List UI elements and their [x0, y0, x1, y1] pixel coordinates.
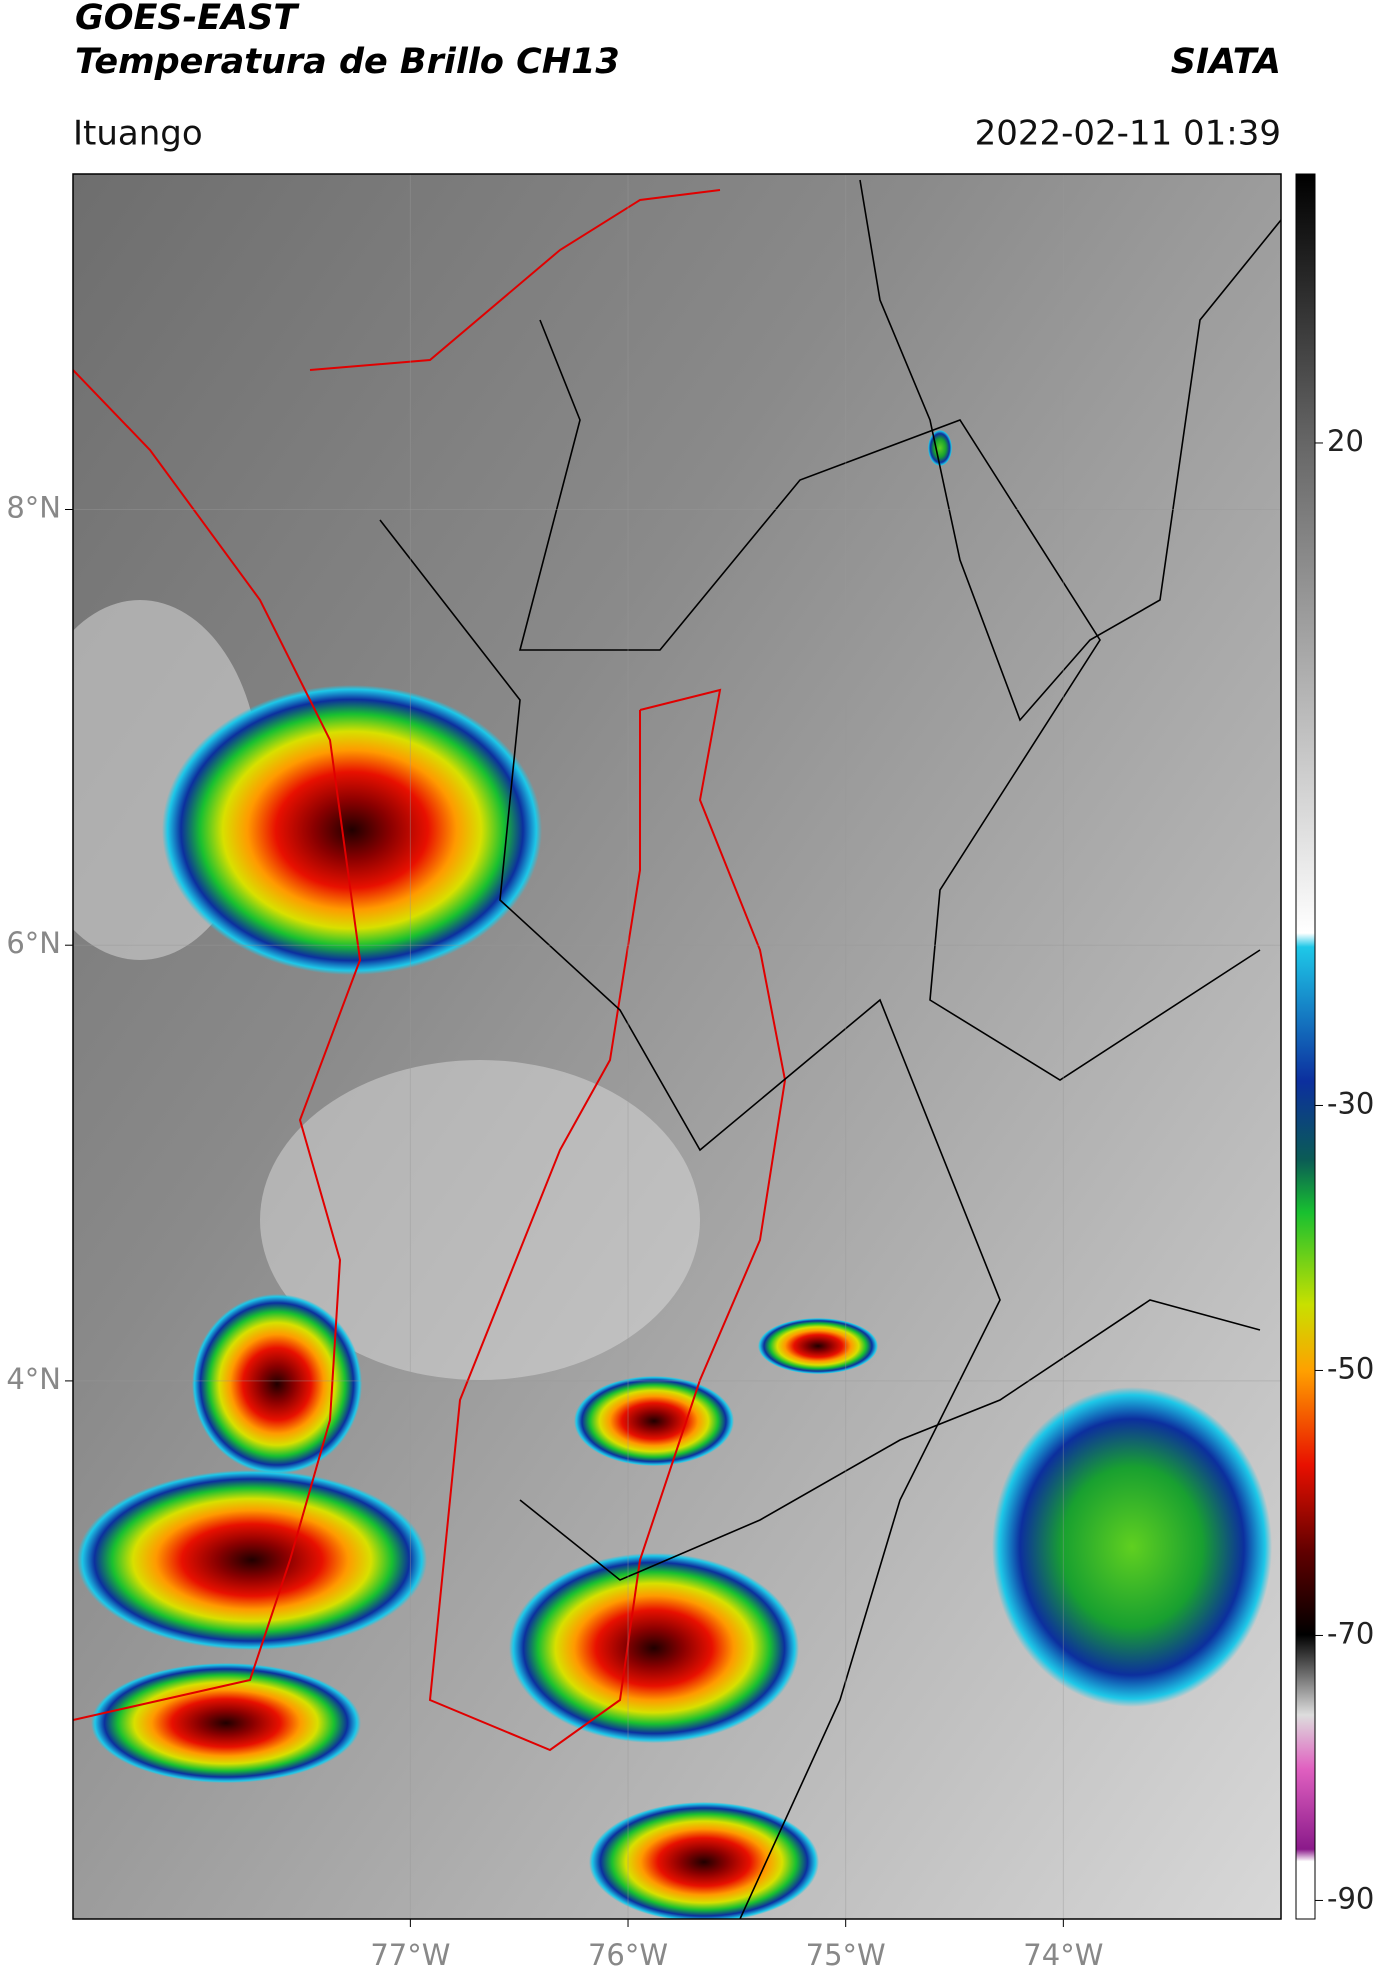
- colorbar-tick-label: -70: [1327, 1616, 1374, 1650]
- imagery: [73, 174, 1281, 1919]
- lat-tick-label: 8°N: [6, 490, 61, 524]
- storm: [509, 1553, 799, 1743]
- boundary: [518, 319, 1261, 1081]
- region-boundary: [428, 688, 787, 1752]
- boundary: [519, 1299, 1261, 1581]
- storm: [928, 430, 952, 466]
- storm: [574, 1376, 734, 1466]
- map-frame: [72, 173, 1282, 1920]
- title: GOES-EAST: [75, 0, 300, 38]
- lon-tick-label: 74°W: [1023, 1938, 1103, 1972]
- colorbar-tick-label: 20: [1327, 424, 1364, 458]
- datetime: 2022-02-11 01:39: [975, 114, 1281, 154]
- graticule: [73, 174, 1281, 1919]
- lat-tick-label: 4°N: [6, 1362, 61, 1396]
- lat-tick-label: 6°N: [6, 926, 61, 960]
- storm: [589, 1802, 819, 1919]
- colorbar-tick-label: -50: [1327, 1351, 1374, 1385]
- storm: [192, 1294, 362, 1474]
- storm: [91, 1663, 361, 1783]
- storm: [758, 1318, 878, 1374]
- colorbar-tick-label: -30: [1327, 1086, 1374, 1120]
- source: SIATA: [1171, 42, 1281, 82]
- storm: [992, 1387, 1272, 1707]
- storm: [162, 685, 542, 975]
- colorbar: [1295, 173, 1316, 1920]
- coastline: [73, 369, 362, 1721]
- boundary: [379, 519, 1001, 1919]
- storm: [77, 1470, 427, 1650]
- cloud: [260, 1060, 700, 1380]
- subtitle: Temperatura de Brillo CH13: [75, 42, 620, 82]
- lon-tick-label: 76°W: [588, 1938, 668, 1972]
- boundary: [859, 179, 1281, 722]
- colorbar-tick-label: -90: [1327, 1881, 1374, 1915]
- coastline: [309, 189, 721, 371]
- location: Ituango: [73, 114, 203, 154]
- lon-tick-label: 75°W: [806, 1938, 886, 1972]
- lon-tick-label: 77°W: [370, 1938, 450, 1972]
